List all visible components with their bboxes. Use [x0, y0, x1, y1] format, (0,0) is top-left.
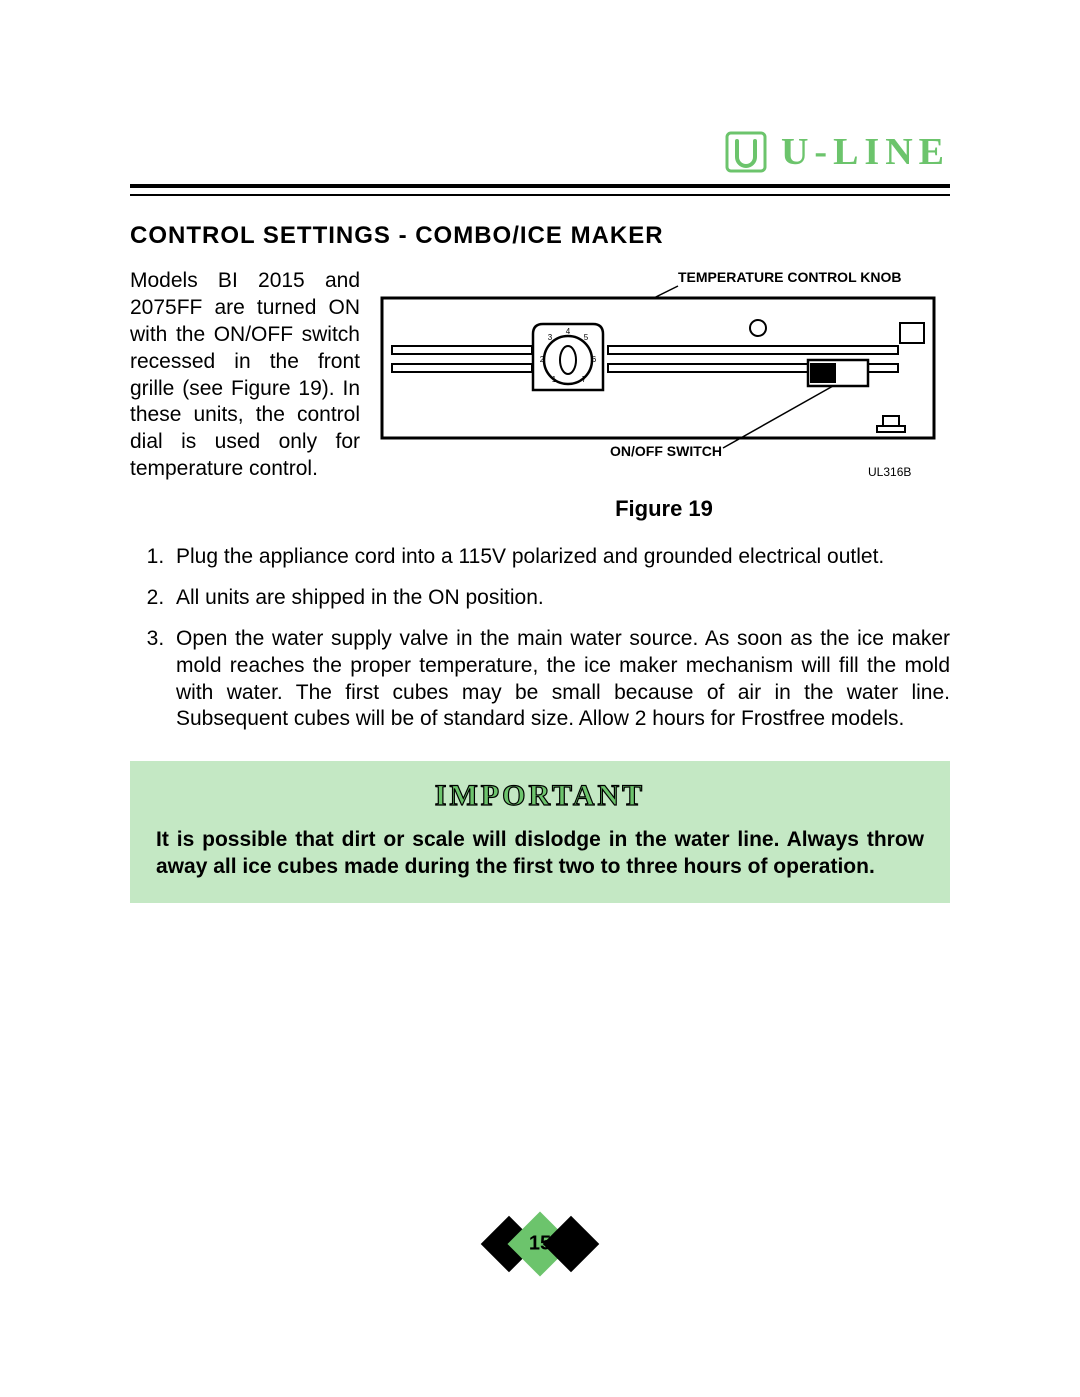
page-number-ornament: 15: [0, 1221, 1080, 1267]
control-panel-diagram: TEMPERATURE CONTROL KNOB: [378, 268, 938, 488]
step-item: Plug the appliance cord into a 115V pola…: [170, 544, 950, 571]
important-title: IMPORTANT: [156, 779, 924, 813]
double-rule: [130, 184, 950, 196]
dial-num: 3: [548, 333, 553, 342]
steps-list: Plug the appliance cord into a 115V pola…: [130, 544, 950, 733]
dial-num: 1: [552, 375, 557, 384]
onoff-switch-label: ON/OFF SWITCH: [610, 443, 722, 459]
important-body: It is possible that dirt or scale will d…: [156, 827, 924, 881]
figure-model-id: UL316B: [868, 465, 911, 479]
step-item: All units are shipped in the ON position…: [170, 585, 950, 612]
brand-name: U-LINE: [781, 130, 950, 174]
dial-num: 7: [582, 375, 587, 384]
dial-num: 5: [584, 333, 589, 342]
figure-caption: Figure 19: [378, 496, 950, 522]
dial-num: 6: [592, 355, 597, 364]
brand-logo-icon: [725, 131, 767, 173]
intro-row: Models BI 2015 and 2075FF are turned ON …: [130, 268, 950, 522]
dial-num: 4: [566, 327, 571, 336]
brand-row: U-LINE: [130, 130, 950, 174]
step-item: Open the water supply valve in the main …: [170, 626, 950, 734]
important-callout: IMPORTANT It is possible that dirt or sc…: [130, 761, 950, 903]
figure-19: TEMPERATURE CONTROL KNOB: [378, 268, 950, 522]
section-heading: CONTROL SETTINGS - COMBO/ICE MAKER: [130, 222, 950, 250]
intro-paragraph: Models BI 2015 and 2075FF are turned ON …: [130, 268, 360, 483]
temp-knob-label: TEMPERATURE CONTROL KNOB: [678, 269, 901, 285]
manual-page: U-LINE CONTROL SETTINGS - COMBO/ICE MAKE…: [0, 0, 1080, 1397]
dial-num: 2: [540, 355, 545, 364]
